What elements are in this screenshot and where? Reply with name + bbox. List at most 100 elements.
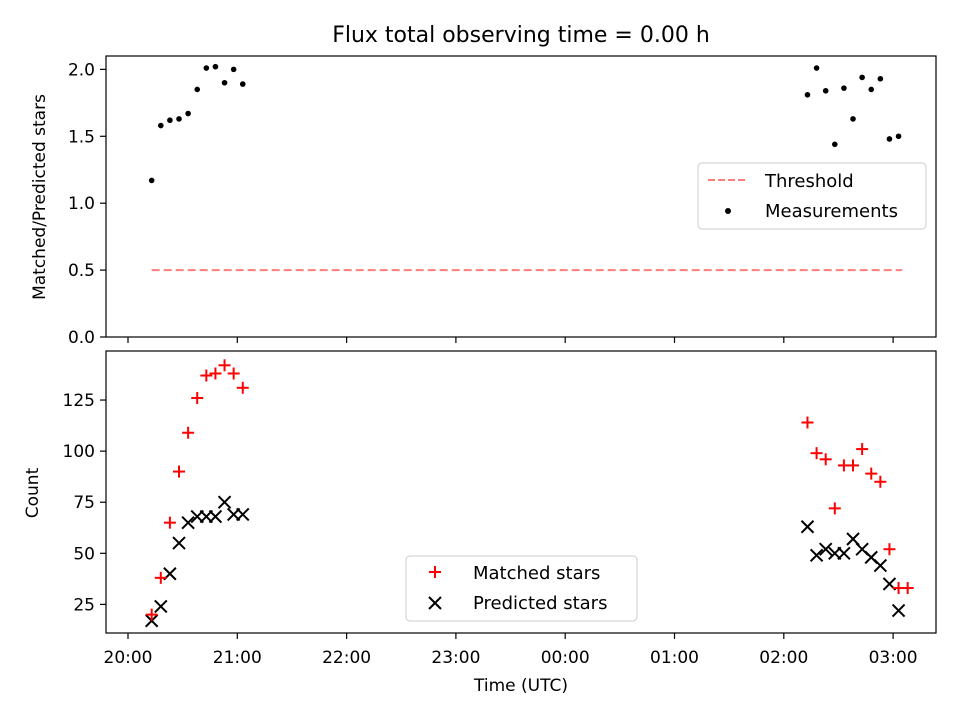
predicted-star-point — [217, 495, 232, 509]
measurement-point — [176, 116, 182, 122]
measurement-point — [804, 92, 811, 98]
matched-star-point — [173, 465, 186, 478]
matched-star-point — [865, 467, 878, 480]
predicted-star-point — [172, 536, 186, 550]
measurement-point — [895, 133, 902, 140]
top-y-tick-label: 1.5 — [68, 127, 95, 147]
predicted-star-point — [154, 599, 168, 614]
predicted-star-point — [208, 509, 223, 524]
x-tick-label: 22:00 — [322, 648, 371, 668]
x-axis-label: Time (UTC) — [473, 676, 568, 696]
matched-star-point — [209, 367, 222, 380]
bottom-panel: 25 50 75 100 125 20:00 21:00 22:00 23:00 00:00 01… — [23, 350, 937, 696]
predicted-star-point — [144, 614, 159, 628]
legend-measurements-label: Measurements — [765, 201, 898, 222]
predicted-star-point — [181, 515, 195, 530]
legend-matched-label: Matched stars — [473, 563, 600, 584]
bottom-y-tick-label: 50 — [73, 544, 95, 564]
matched-star-point — [236, 381, 249, 394]
measurement-point — [822, 87, 829, 94]
measurement-point — [212, 63, 219, 70]
legend-predicted-label: Predicted stars — [473, 593, 607, 614]
x-tick-label: 01:00 — [650, 648, 699, 668]
top-axes-frame — [105, 55, 937, 338]
top-y-axis-label: Matched/Predicted stars — [30, 94, 50, 300]
measurement-point — [167, 117, 173, 124]
matched-star-point — [874, 475, 887, 488]
bottom-legend-box — [405, 555, 638, 622]
predicted-stars-series — [144, 495, 906, 628]
x-tick-label: 21:00 — [213, 648, 262, 668]
measurement-point — [877, 75, 884, 82]
measurement-point — [221, 79, 228, 86]
matched-star-point — [182, 426, 195, 439]
matched-stars-series — [145, 359, 914, 621]
matched-star-point — [218, 359, 231, 372]
legend-matched-swatch — [429, 566, 441, 578]
x-tick-label: 03:00 — [869, 648, 918, 668]
matched-star-point — [883, 543, 896, 556]
matched-star-point — [856, 443, 869, 456]
measurement-point — [157, 122, 164, 129]
bottom-y-tick-label: 125 — [63, 391, 95, 411]
measurement-point — [185, 110, 191, 117]
matched-star-point — [828, 502, 841, 515]
legend-threshold-label: Threshold — [764, 171, 854, 192]
matched-star-point — [200, 369, 213, 382]
x-tick-label: 23:00 — [431, 648, 480, 668]
matched-star-point — [847, 459, 860, 472]
legend-measurements-swatch — [725, 208, 731, 214]
predicted-star-point — [818, 542, 833, 556]
bottom-y-tick-label: 75 — [73, 493, 95, 513]
x-tick-label: 20:00 — [104, 648, 153, 668]
measurement-point — [850, 116, 856, 122]
bottom-legend: Matched stars Predicted stars — [405, 555, 638, 622]
top-y-tick-label: 0.0 — [68, 328, 95, 348]
matched-star-point — [819, 453, 832, 466]
top-y-tick-label: 2.0 — [68, 60, 95, 80]
measurement-point — [868, 86, 875, 93]
matched-star-point — [145, 608, 158, 621]
bottom-y-axis-label: Count — [23, 467, 43, 518]
bottom-x-ticks: 20:00 21:00 22:00 23:00 00:00 01:00 02:00 03:00 — [104, 633, 918, 668]
measurement-point — [859, 74, 865, 81]
x-tick-label: 02:00 — [759, 648, 808, 668]
top-legend: Threshold Measurements — [697, 162, 927, 230]
predicted-star-point — [891, 603, 906, 618]
matched-star-point — [154, 571, 167, 584]
x-tick-label: 00:00 — [541, 648, 590, 668]
matched-star-point — [901, 582, 914, 595]
top-panel: 0.00.51.01.52.0 Matched/Predicted stars … — [30, 55, 937, 348]
chart-title: Flux total observing time = 0.00 h — [332, 23, 710, 48]
bottom-axes-frame — [105, 350, 937, 634]
predicted-star-point — [800, 520, 815, 534]
bottom-y-tick-label: 25 — [73, 595, 95, 615]
top-y-ticks: 0.0 0.5 1.0 1.5 2.0 — [68, 60, 106, 348]
measurement-point — [832, 141, 838, 148]
matched-star-point — [801, 416, 814, 429]
measurements-series — [148, 63, 902, 184]
measurement-point — [841, 85, 847, 91]
top-legend-box — [697, 162, 927, 230]
top-y-tick-label: 1.0 — [68, 194, 95, 214]
matched-star-point — [810, 447, 823, 460]
measurement-point — [203, 65, 210, 71]
bottom-y-tick-label: 100 — [63, 442, 95, 462]
matched-star-point — [163, 516, 176, 529]
predicted-star-point — [809, 548, 824, 563]
legend-predicted-swatch — [428, 596, 442, 610]
measurement-point — [813, 65, 820, 71]
predicted-star-point — [837, 546, 851, 561]
top-y-tick-label: 0.5 — [68, 261, 95, 281]
measurement-point — [886, 136, 893, 142]
measurement-point — [148, 177, 155, 184]
top-x-ticks — [127, 337, 894, 343]
matched-star-point — [191, 392, 204, 404]
bottom-y-ticks: 25 50 75 100 125 — [63, 391, 106, 615]
measurement-point — [194, 86, 201, 93]
matched-star-point — [227, 367, 240, 380]
predicted-star-point — [873, 558, 888, 573]
measurement-point — [239, 81, 246, 87]
predicted-star-point — [236, 507, 250, 522]
